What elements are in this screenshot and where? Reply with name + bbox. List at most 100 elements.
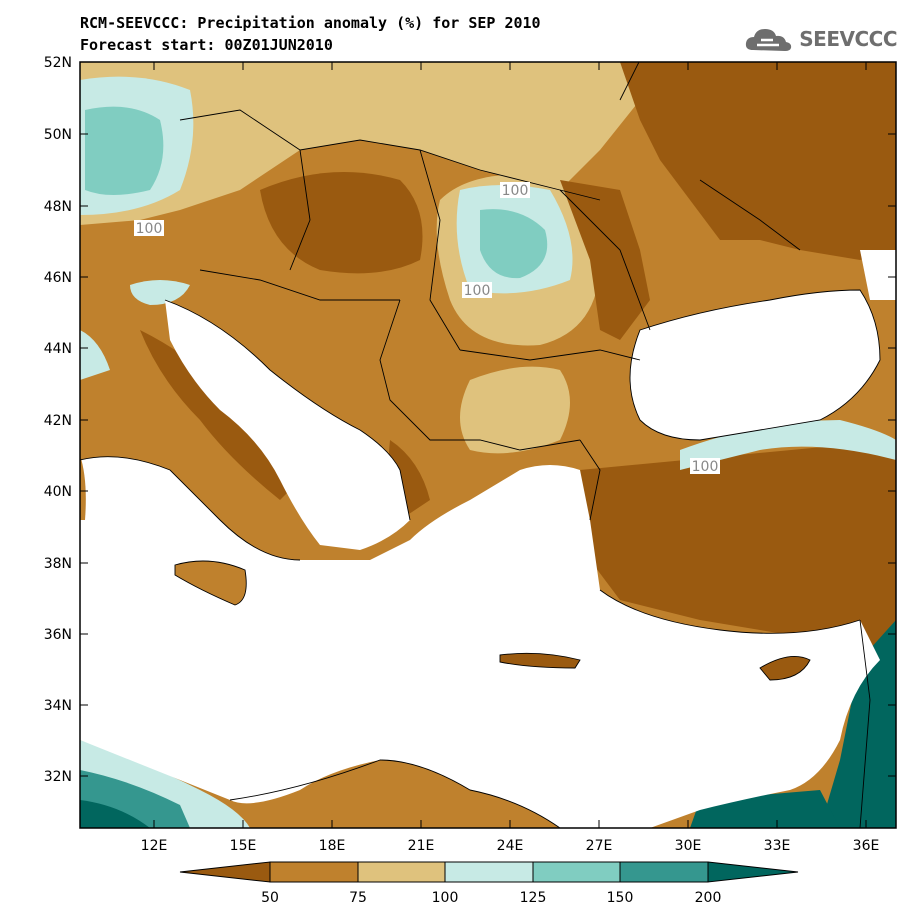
lon-tick: 21E: [408, 62, 435, 854]
svg-text:46N: 46N: [44, 270, 72, 286]
svg-text:24E: 24E: [497, 838, 524, 854]
lat-tick: 50N: [44, 127, 896, 143]
colorbar-cell-lt50: [179, 861, 271, 883]
lon-tick: 24E: [497, 62, 524, 854]
colorbar-label: 150: [607, 890, 634, 906]
lon-tick: 15E: [230, 62, 257, 854]
anomaly-field-gt200: [80, 800, 150, 828]
seevccc-logo: SEEVCCC: [743, 24, 897, 54]
svg-text:50N: 50N: [44, 127, 72, 143]
sea-of-azov: [860, 250, 896, 300]
anomaly-field-gt200: [820, 620, 896, 828]
lat-tick: 46N: [44, 270, 896, 286]
svg-text:100: 100: [464, 283, 491, 299]
svg-text:36N: 36N: [44, 627, 72, 643]
lat-tick: 38N: [44, 556, 896, 572]
colorbar-label: 50: [261, 890, 279, 906]
map-panel: 100 100 100 100: [80, 62, 896, 828]
anomaly-field-100-125: [80, 330, 110, 380]
longitude-axis: 12E 15E 18E 21E 24E 27E 30E 33E 36E: [141, 62, 880, 854]
svg-text:42N: 42N: [44, 413, 72, 429]
lon-tick: 27E: [586, 62, 612, 854]
svg-text:18E: 18E: [319, 838, 346, 854]
contour-label-100: 100: [134, 220, 164, 237]
lon-tick: 12E: [141, 62, 168, 854]
anomaly-field-lt50: [580, 440, 896, 828]
svg-text:32N: 32N: [44, 769, 72, 785]
svg-text:40N: 40N: [44, 484, 72, 500]
svg-text:48N: 48N: [44, 199, 72, 215]
lat-tick: 42N: [44, 413, 896, 429]
lat-tick: 32N: [44, 769, 896, 785]
colorbar-cell-gt200: [707, 861, 799, 883]
anomaly-field-lt50: [260, 172, 423, 274]
anomaly-field-100-125: [80, 76, 194, 216]
lon-tick: 36E: [853, 62, 880, 854]
contour-labels: 100 100 100 100: [134, 182, 720, 475]
lat-tick: 40N: [44, 484, 896, 500]
lat-tick: 48N: [44, 199, 896, 215]
svg-text:21E: 21E: [408, 838, 435, 854]
mediterranean-sea: [80, 456, 880, 828]
svg-text:38N: 38N: [44, 556, 72, 572]
anomaly-field-125-150: [80, 590, 110, 700]
svg-text:44N: 44N: [44, 341, 72, 357]
anomaly-field-lt50: [140, 330, 300, 500]
lon-tick: 33E: [764, 62, 791, 854]
lat-tick: 44N: [44, 341, 896, 357]
lat-tick: 34N: [44, 698, 896, 714]
svg-text:33E: 33E: [764, 838, 791, 854]
contour-label-100: 100: [500, 182, 530, 199]
lon-tick: 30E: [675, 62, 702, 854]
lat-tick: 52N: [44, 55, 896, 71]
anomaly-field-lt50: [388, 440, 430, 520]
latitude-axis: 52N 50N 48N 46N 44N 42N 40N 38N 36N 34N …: [44, 55, 896, 785]
anomaly-field-100-125: [456, 185, 573, 294]
svg-text:100: 100: [502, 183, 529, 199]
colorbar-cell-150-200: [619, 861, 709, 883]
contour-label-100: 100: [690, 458, 720, 475]
svg-text:34N: 34N: [44, 698, 72, 714]
anomaly-field-125-150: [480, 209, 548, 279]
borders: [80, 62, 881, 828]
logo-text: SEEVCCC: [799, 27, 897, 51]
colorbar-label: 75: [349, 890, 367, 906]
svg-text:100: 100: [692, 459, 719, 475]
svg-text:15E: 15E: [230, 838, 257, 854]
colorbar-cell-125-150: [532, 861, 621, 883]
colorbar: [179, 861, 799, 883]
svg-text:100: 100: [136, 221, 163, 237]
colorbar-label: 125: [520, 890, 547, 906]
colorbar-labels: 50 75 100 125 150 200: [261, 890, 721, 906]
cyprus-island: [760, 656, 810, 680]
anomaly-field-75-100: [80, 62, 640, 225]
colorbar-label: 200: [695, 890, 722, 906]
adriatic-sea: [165, 300, 410, 550]
anomaly-field-150-200: [80, 770, 190, 828]
cloud-icon: [746, 29, 792, 51]
anomaly-field-100-125: [680, 420, 896, 470]
anomaly-field-75-100: [436, 174, 600, 346]
svg-text:36E: 36E: [853, 838, 880, 854]
map-frame: [79, 61, 897, 829]
anomaly-field-125-150: [85, 106, 164, 195]
anomaly-field-75-100: [460, 366, 570, 454]
anomaly-field-100-125: [130, 280, 190, 305]
svg-text:12E: 12E: [141, 838, 168, 854]
lat-tick: 36N: [44, 627, 896, 643]
sicily-island: [175, 561, 247, 605]
crete-island: [500, 653, 580, 668]
forecast-start: Forecast start: 00Z01JUN2010: [80, 36, 333, 54]
black-sea: [630, 290, 880, 440]
sardinia-island: [80, 455, 86, 520]
colorbar-cell-50-75: [269, 861, 359, 883]
svg-text:52N: 52N: [44, 55, 72, 71]
anomaly-field-100-125: [80, 740, 250, 828]
colorbar-cell-100-125: [444, 861, 534, 883]
anomaly-field-lt50: [560, 180, 650, 340]
anomaly-field-50-75: [80, 62, 896, 828]
anomaly-field-lt50: [620, 62, 896, 260]
map-title: RCM-SEEVCCC: Precipitation anomaly (%) f…: [80, 14, 541, 32]
svg-text:30E: 30E: [675, 838, 702, 854]
